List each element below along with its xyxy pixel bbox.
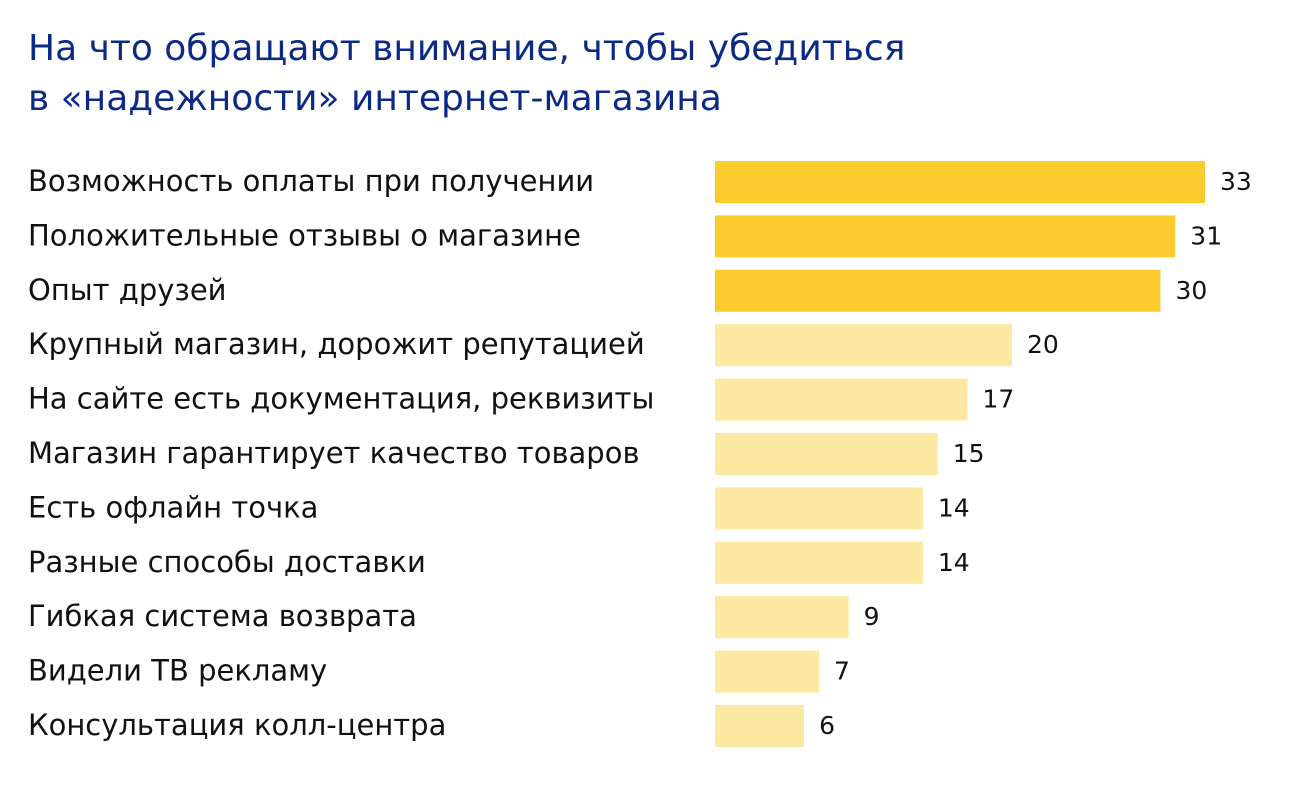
bar — [715, 705, 805, 747]
value-label: 9 — [864, 602, 880, 631]
category-label: Опыт друзей — [28, 273, 227, 307]
bar — [715, 215, 1176, 258]
category-label: Есть офлайн точка — [28, 490, 318, 524]
value-label: 14 — [938, 493, 970, 522]
bar — [715, 596, 849, 639]
category-label: На сайте есть документация, реквизиты — [28, 382, 654, 416]
category-label: Магазин гарантирует качество товаров — [28, 436, 640, 470]
bar — [715, 541, 923, 584]
chart-title: На что обращают внимание, чтобы убедитьс… — [28, 28, 905, 69]
category-label: Крупный магазин, дорожит репутацией — [28, 327, 645, 361]
category-label: Разные способы доставки — [28, 545, 426, 579]
bar — [715, 161, 1205, 203]
chart-title: в «надежности» интернет-магазина — [28, 78, 722, 119]
category-label: Гибкая система возврата — [28, 599, 417, 633]
category-label: Консультация колл-центра — [28, 708, 446, 742]
bar — [715, 269, 1161, 312]
value-label: 15 — [953, 439, 985, 468]
bar — [715, 378, 968, 421]
value-label: 20 — [1027, 330, 1059, 359]
category-label: Положительные отзывы о магазине — [28, 218, 581, 252]
bar — [715, 433, 938, 475]
value-label: 6 — [819, 711, 835, 740]
category-label: Возможность оплаты при получении — [28, 164, 594, 198]
category-label: Видели ТВ рекламу — [28, 654, 327, 688]
value-label: 31 — [1190, 221, 1222, 250]
bar — [715, 487, 923, 530]
bar — [715, 650, 819, 693]
value-label: 14 — [938, 548, 970, 577]
bar — [715, 324, 1012, 367]
value-label: 17 — [982, 385, 1014, 414]
value-label: 30 — [1175, 276, 1207, 305]
value-label: 33 — [1220, 167, 1252, 196]
value-label: 7 — [834, 657, 850, 686]
